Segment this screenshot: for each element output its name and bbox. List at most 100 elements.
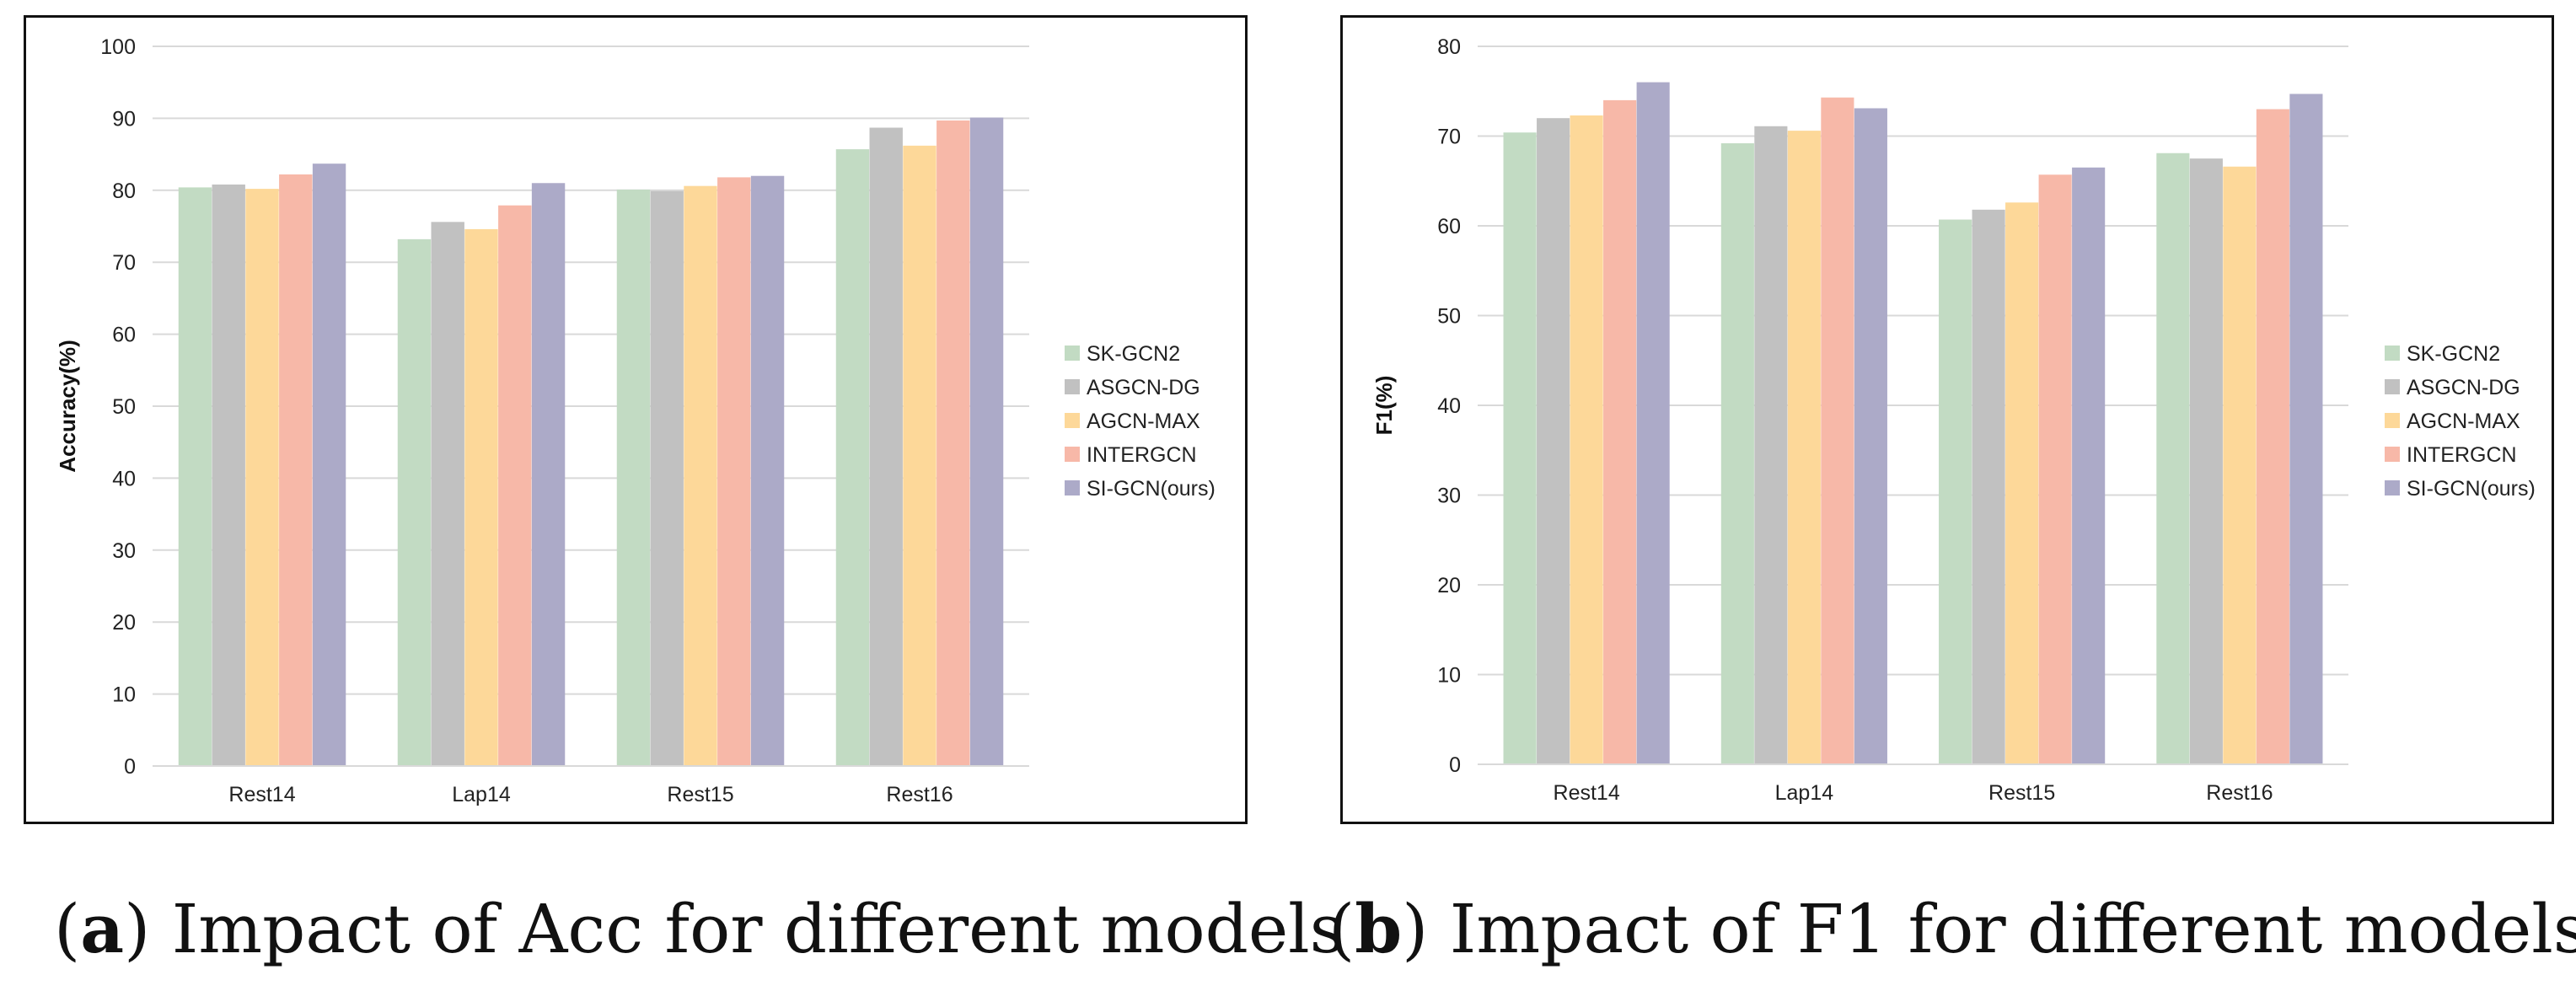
- caption-b: (b) Impact of F1 for different models: [1328, 895, 2576, 963]
- caption-a: (a) Impact of Acc for different models: [54, 889, 1344, 968]
- f1-y-tick-label: 60: [1437, 215, 1461, 238]
- f1-bar-lap14-si-gcn-ours: [1854, 108, 1887, 765]
- acc-bar-rest16-asgcn-dg: [869, 127, 903, 766]
- acc-y-axis-label: Accuracy(%): [55, 340, 80, 473]
- acc-bar-rest15-asgcn-dg: [650, 190, 684, 767]
- acc-bar-rest14-intergcn: [279, 174, 313, 767]
- f1-y-tick-label: 50: [1437, 305, 1461, 329]
- caption-b-label: b: [1355, 889, 1403, 968]
- acc-y-tick-label: 40: [112, 467, 136, 490]
- f1-x-tick-label: Lap14: [1775, 781, 1834, 805]
- acc-legend-label: INTERGCN: [1087, 443, 1197, 467]
- acc-y-tick-label: 10: [112, 683, 136, 707]
- acc-y-tick-label: 50: [112, 395, 136, 419]
- f1-bar-rest14-sk-gcn2: [1503, 132, 1537, 765]
- f1-bar-rest14-intergcn: [1603, 99, 1637, 764]
- f1-bar-rest14-asgcn-dg: [1537, 118, 1570, 764]
- acc-y-tick-label: 70: [112, 251, 136, 275]
- acc-bar-rest14-si-gcn-ours: [312, 163, 346, 766]
- acc-bar-rest16-sk-gcn2: [835, 149, 870, 766]
- f1-bar-rest16-asgcn-dg: [2189, 158, 2223, 764]
- f1-bar-rest15-asgcn-dg: [1972, 209, 2005, 764]
- f1-legend-label: SI-GCN(ours): [2407, 477, 2536, 501]
- f1-y-axis-label: F1(%): [1371, 376, 1397, 436]
- f1-legend-label: SK-GCN2: [2407, 342, 2500, 366]
- acc-legend-swatch: [1065, 413, 1080, 428]
- acc-legend-label: AGCN-MAX: [1087, 410, 1200, 433]
- acc-legend-label: SK-GCN2: [1087, 342, 1180, 366]
- acc-y-tick-label: 20: [112, 611, 136, 635]
- f1-y-tick-label: 40: [1437, 394, 1461, 418]
- f1-bar-rest15-si-gcn-ours: [2072, 167, 2106, 764]
- f1-bar-rest14-si-gcn-ours: [1636, 82, 1670, 765]
- acc-bar-lap14-sk-gcn2: [397, 238, 432, 766]
- acc-legend-swatch: [1065, 480, 1080, 496]
- f1-bar-rest15-intergcn: [2038, 174, 2072, 765]
- acc-bar-rest15-sk-gcn2: [616, 189, 651, 767]
- f1-bar-rest16-si-gcn-ours: [2289, 94, 2323, 764]
- acc-legend-label: SI-GCN(ours): [1087, 477, 1216, 501]
- f1-bar-lap14-agcn-max: [1787, 131, 1821, 765]
- acc-bar-lap14-si-gcn-ours: [531, 183, 566, 766]
- f1-y-tick-label: 30: [1437, 485, 1461, 508]
- f1-y-tick-label: 70: [1437, 126, 1461, 149]
- acc-x-tick-label: Rest14: [228, 783, 295, 806]
- acc-legend-swatch: [1065, 379, 1080, 394]
- caption-b-text: Impact of F1 for different models: [1449, 890, 2576, 968]
- f1-legend-swatch: [2385, 480, 2400, 496]
- acc-bar-rest16-intergcn: [936, 120, 970, 766]
- acc-bar-rest16-si-gcn-ours: [969, 117, 1004, 766]
- f1-x-tick-label: Rest16: [2206, 781, 2273, 805]
- acc-y-tick-label: 100: [100, 35, 136, 59]
- acc-bar-rest14-asgcn-dg: [212, 184, 245, 766]
- acc-bar-rest15-agcn-max: [684, 185, 717, 766]
- f1-legend-label: INTERGCN: [2407, 443, 2517, 467]
- f1-bar-lap14-asgcn-dg: [1754, 126, 1788, 764]
- caption-a-text: Impact of Acc for different models: [171, 890, 1344, 968]
- f1-bar-lap14-intergcn: [1821, 97, 1854, 764]
- acc-y-tick-label: 60: [112, 324, 136, 347]
- acc-x-tick-label: Rest16: [886, 783, 953, 806]
- f1-x-tick-label: Rest14: [1554, 781, 1620, 805]
- f1-y-tick-label: 0: [1449, 753, 1461, 777]
- acc-y-tick-label: 0: [124, 755, 136, 779]
- acc-bar-rest14-agcn-max: [245, 189, 279, 767]
- f1-bar-rest15-agcn-max: [2005, 202, 2039, 764]
- f1-y-tick-label: 10: [1437, 664, 1461, 688]
- acc-y-tick-label: 90: [112, 107, 136, 131]
- acc-y-tick-label: 30: [112, 539, 136, 563]
- f1-legend-label: ASGCN-DG: [2407, 376, 2520, 399]
- f1-bar-rest16-agcn-max: [2223, 166, 2257, 764]
- f1-x-tick-label: Rest15: [1988, 781, 2055, 805]
- f1-chart-panel: 0 10 20 30 40 50 60 70 80 F1(%) Rest14 Lap14 Rest15 R…: [1340, 15, 2554, 824]
- f1-legend-swatch: [2385, 447, 2400, 462]
- f1-legend-label: AGCN-MAX: [2407, 410, 2520, 433]
- f1-bar-rest15-sk-gcn2: [1939, 219, 1972, 764]
- acc-x-tick-label: Lap14: [452, 783, 511, 806]
- f1-bar-lap14-sk-gcn2: [1720, 143, 1754, 764]
- acc-bar-lap14-agcn-max: [464, 228, 498, 766]
- f1-bar-rest16-intergcn: [2256, 109, 2289, 765]
- acc-bar-rest16-agcn-max: [903, 145, 936, 767]
- acc-x-tick-label: Rest15: [667, 783, 733, 806]
- acc-legend-swatch: [1065, 346, 1080, 361]
- acc-legend-label: ASGCN-DG: [1087, 376, 1200, 399]
- f1-bar-rest16-sk-gcn2: [2156, 153, 2190, 765]
- acc-bar-rest14-sk-gcn2: [178, 187, 212, 766]
- acc-bar-rest15-intergcn: [717, 177, 751, 767]
- f1-bar-rest14-agcn-max: [1570, 115, 1603, 764]
- f1-legend-swatch: [2385, 379, 2400, 394]
- caption-a-label: a: [80, 889, 125, 968]
- f1-legend-swatch: [2385, 346, 2400, 361]
- f1-legend-swatch: [2385, 413, 2400, 428]
- acc-legend-swatch: [1065, 447, 1080, 462]
- acc-bar-lap14-asgcn-dg: [431, 222, 464, 767]
- accuracy-bar-chart: 0 10 20 30 40 50 60 70 80 90 100 Accuracy(%) Rest14 L…: [55, 35, 1216, 806]
- acc-bar-lap14-intergcn: [498, 205, 532, 766]
- accuracy-chart-panel: 0 10 20 30 40 50 60 70 80 90 100 Accuracy(%) Rest14 L…: [24, 15, 1248, 824]
- f1-y-tick-label: 20: [1437, 574, 1461, 597]
- f1-bar-chart: 0 10 20 30 40 50 60 70 80 F1(%) Rest14 Lap14 Rest15 R…: [1371, 35, 2536, 805]
- acc-bar-rest15-si-gcn-ours: [750, 175, 785, 767]
- f1-y-tick-label: 80: [1437, 35, 1461, 59]
- acc-y-tick-label: 80: [112, 179, 136, 203]
